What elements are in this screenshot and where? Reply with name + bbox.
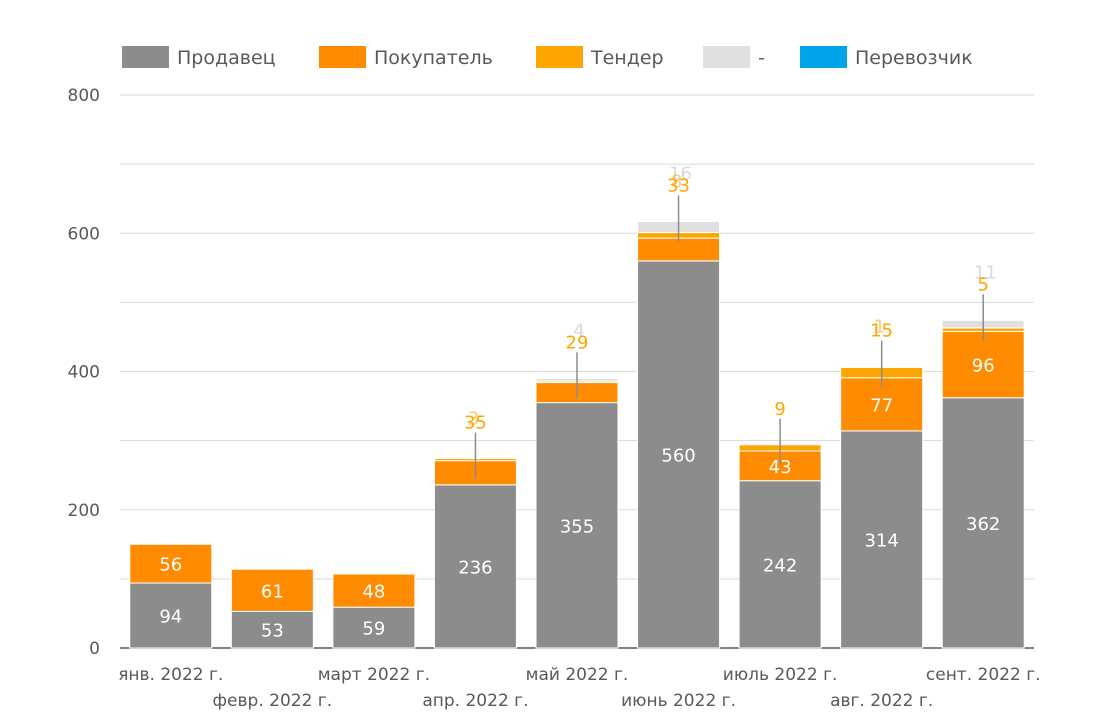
bar-segment bbox=[637, 260, 721, 649]
data-label: 560 bbox=[661, 445, 695, 466]
bar-segment bbox=[840, 430, 924, 649]
legend: Продавец Покупатель Тендер - Перевозчик bbox=[122, 46, 973, 69]
x-tick-label: янв. 2022 г. bbox=[118, 665, 223, 685]
data-label: 33 bbox=[667, 175, 690, 196]
data-label: 29 bbox=[566, 332, 589, 353]
bar-segment bbox=[738, 480, 822, 649]
y-axis: 0 200 400 600 800 bbox=[68, 86, 100, 659]
data-label: 43 bbox=[769, 457, 792, 478]
data-label: 94 bbox=[159, 607, 182, 628]
bar-segment bbox=[535, 402, 619, 649]
legend-swatch bbox=[536, 46, 583, 68]
data-label: 48 bbox=[362, 582, 385, 603]
x-tick-label: июль 2022 г. bbox=[723, 665, 838, 685]
bar-segment bbox=[230, 568, 314, 612]
x-tick-label: февр. 2022 г. bbox=[213, 691, 333, 711]
data-label: 236 bbox=[458, 557, 492, 578]
data-label: 16 bbox=[669, 163, 692, 184]
data-label: 15 bbox=[870, 321, 893, 342]
y-tick-label: 200 bbox=[68, 501, 100, 521]
data-label: 3 bbox=[468, 409, 479, 430]
x-tick-label: март 2022 г. bbox=[318, 665, 430, 685]
data-label: 4 bbox=[573, 320, 584, 341]
leader-lines bbox=[474, 195, 984, 479]
data-label: 355 bbox=[560, 516, 594, 537]
legend-swatch bbox=[800, 46, 847, 68]
data-label: 53 bbox=[261, 621, 284, 642]
x-tick-label: авг. 2022 г. bbox=[830, 691, 933, 711]
data-label: 242 bbox=[763, 555, 797, 576]
legend-swatch bbox=[319, 46, 366, 68]
data-label: 56 bbox=[159, 555, 182, 576]
legend-label: - bbox=[758, 47, 765, 69]
y-tick-label: 800 bbox=[68, 86, 100, 106]
bar-segment bbox=[129, 543, 213, 584]
bar-segment bbox=[637, 237, 721, 262]
bar-segment bbox=[941, 397, 1025, 649]
data-label: 8 bbox=[671, 171, 682, 192]
legend-label: Перевозчик bbox=[855, 47, 973, 69]
legend-swatch bbox=[703, 46, 750, 68]
data-label: 11 bbox=[974, 262, 997, 283]
bars bbox=[129, 220, 1025, 649]
x-tick-label: сент. 2022 г. bbox=[926, 665, 1041, 685]
legend-swatch bbox=[122, 46, 169, 68]
data-label: 1 bbox=[874, 317, 885, 338]
data-label: 96 bbox=[972, 356, 995, 377]
legend-label: Продавец bbox=[177, 47, 276, 69]
y-tick-label: 600 bbox=[68, 224, 100, 244]
data-label: 9 bbox=[774, 399, 785, 420]
bar-segment bbox=[332, 606, 416, 649]
x-tick-label: май 2022 г. bbox=[526, 665, 629, 685]
x-tick-label: апр. 2022 г. bbox=[422, 691, 528, 711]
x-axis: янв. 2022 г. февр. 2022 г. март 2022 г. апр… bbox=[118, 665, 1040, 711]
data-label: 77 bbox=[870, 395, 893, 416]
legend-label: Тендер bbox=[590, 47, 664, 69]
y-tick-label: 0 bbox=[89, 639, 100, 659]
x-tick-label: июнь 2022 г. bbox=[621, 691, 736, 711]
legend-label: Покупатель bbox=[374, 47, 493, 69]
data-label: 362 bbox=[966, 514, 1000, 535]
bar-segment bbox=[129, 582, 213, 649]
data-label: 61 bbox=[261, 581, 284, 602]
y-tick-label: 400 bbox=[68, 363, 100, 383]
bar-segment bbox=[332, 573, 416, 608]
data-label: 5 bbox=[977, 274, 988, 295]
data-label: 59 bbox=[362, 619, 385, 640]
data-label: 314 bbox=[864, 530, 898, 551]
data-label: 35 bbox=[464, 413, 487, 434]
bar-segment bbox=[941, 330, 1025, 399]
